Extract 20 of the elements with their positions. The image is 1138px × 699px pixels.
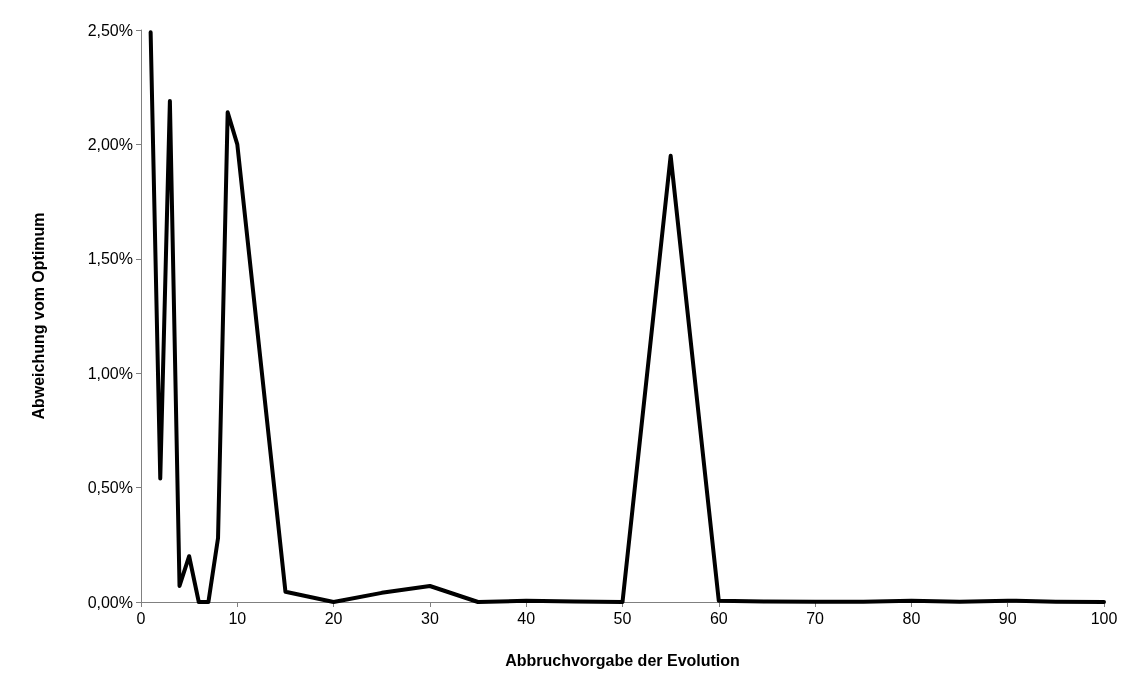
x-tick-label: 60 bbox=[709, 609, 728, 627]
y-tick-label: 2,50% bbox=[87, 21, 133, 39]
y-tick-label: 2,00% bbox=[87, 135, 133, 153]
x-tick-label: 100 bbox=[1090, 609, 1118, 627]
y-tick-label: 0,00% bbox=[87, 593, 133, 611]
x-tick-label: 30 bbox=[421, 609, 439, 627]
x-tick-label: 70 bbox=[806, 609, 825, 627]
y-axis-title: Abweichung vom Optimum bbox=[29, 212, 47, 420]
x-tick-label: 20 bbox=[324, 609, 343, 627]
x-tick-label: 50 bbox=[613, 609, 632, 627]
y-tick-label: 0,50% bbox=[87, 479, 133, 497]
y-tick-label: 1,00% bbox=[87, 364, 133, 382]
x-tick-label: 40 bbox=[517, 609, 536, 627]
x-tick-label: 0 bbox=[136, 609, 146, 627]
line-series bbox=[148, 30, 1106, 604]
x-tick-label: 90 bbox=[998, 609, 1017, 627]
y-tick-label: 1,50% bbox=[87, 250, 133, 268]
x-axis-title: Abbruchvorgabe der Evolution bbox=[505, 651, 740, 669]
x-tick-label: 80 bbox=[902, 609, 921, 627]
x-tick-label: 10 bbox=[228, 609, 247, 627]
